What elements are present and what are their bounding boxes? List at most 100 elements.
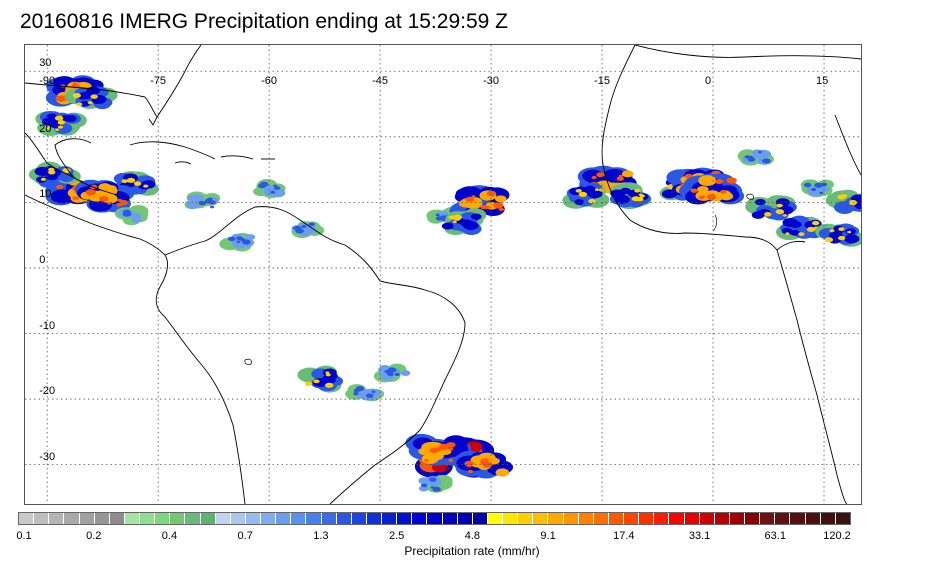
precipitation-patch — [700, 195, 706, 198]
precipitation-patch — [313, 379, 320, 384]
colorbar-cell — [714, 513, 730, 524]
colorbar-cell — [336, 513, 352, 524]
colorbar-cell — [669, 513, 685, 524]
colorbar-cell — [699, 513, 715, 524]
colorbar-cell — [19, 513, 35, 524]
latitude-label: 20 — [39, 122, 52, 135]
precipitation-patch — [782, 214, 787, 217]
precipitation-patch — [812, 220, 820, 226]
coastline-red-sea-hint — [834, 114, 861, 176]
precipitation-patch — [445, 466, 451, 470]
colorbar-cell — [805, 513, 821, 524]
precipitation-patch — [440, 215, 446, 219]
colorbar-cell — [518, 513, 534, 524]
map-title: 20160816 IMERG Precipitation ending at 1… — [20, 10, 508, 33]
precipitation-patch — [236, 240, 241, 243]
coastline-hispaniola — [220, 155, 254, 160]
colorbar-tick-label: 1.3 — [313, 530, 329, 542]
precipitation-patch — [40, 177, 47, 181]
precipitation-patch — [270, 190, 276, 194]
precipitation-patch — [79, 100, 90, 107]
precipitation-patch — [125, 213, 130, 216]
precipitation-patch — [72, 92, 82, 99]
precipitation-patch — [394, 372, 400, 377]
precipitation-patch — [492, 202, 504, 209]
precipitation-patch — [618, 174, 623, 178]
longitude-label: -75 — [150, 75, 167, 88]
precipitation-patch — [588, 198, 596, 204]
precipitation-patch — [596, 172, 605, 178]
precipitation-patch — [186, 201, 200, 210]
colorbar-cell — [790, 513, 806, 524]
precipitation-patch — [116, 202, 123, 207]
precipitation-patch — [814, 182, 823, 188]
precipitation-patch — [257, 183, 266, 189]
lake-chad — [746, 193, 754, 200]
colorbar-cell — [427, 513, 443, 524]
latitude-label: 10 — [39, 188, 52, 201]
precipitation-patch — [634, 188, 641, 193]
precipitation-patch — [839, 197, 844, 200]
colorbar-cell — [382, 513, 398, 524]
precipitation-patch — [470, 213, 482, 220]
colorbar — [18, 512, 851, 525]
colorbar-cell — [321, 513, 337, 524]
precipitation-patch — [131, 216, 142, 223]
coastlines — [25, 45, 861, 504]
lake-titicaca — [244, 358, 252, 365]
precipitation-layer — [28, 75, 861, 493]
precipitation-patch — [480, 458, 487, 463]
precipitation-patch — [58, 172, 75, 182]
colorbar-cell — [503, 513, 519, 524]
precipitation-patch — [72, 82, 77, 85]
precipitation-patch — [806, 226, 816, 232]
precipitation-patch — [134, 181, 139, 185]
longitude-labels: -90 -75 -60 -45 -30 -15 0 15 — [25, 45, 861, 504]
precipitation-patch — [778, 210, 785, 214]
coastline-sa-north — [164, 206, 381, 282]
precipitation-patch — [807, 188, 820, 196]
colorbar-cell — [563, 513, 579, 524]
precipitation-patch — [379, 364, 391, 372]
longitude-label: -15 — [594, 75, 610, 88]
colorbar-tick-label: 0.2 — [86, 530, 102, 542]
precipitation-patch — [304, 381, 313, 386]
precipitation-patch — [418, 485, 429, 492]
colorbar-tick-label: 0.1 — [16, 530, 32, 542]
colorbar-cell — [124, 513, 140, 524]
colorbar-cell — [291, 513, 307, 524]
coastline-yucatan — [54, 138, 92, 178]
precipitation-patch — [803, 182, 812, 188]
precipitation-patch — [121, 179, 128, 184]
coastline-africa-west — [601, 45, 778, 251]
colorbar-cell — [261, 513, 277, 524]
precipitation-patch — [578, 191, 588, 198]
precipitation-patch — [726, 177, 737, 184]
precipitation-patch — [498, 207, 505, 211]
colorbar-cell — [442, 513, 458, 524]
precipitation-patch — [844, 234, 860, 244]
precipitation-patch — [307, 227, 318, 234]
coastline-central-america — [25, 194, 166, 256]
coastline-africa-south-west — [776, 249, 848, 504]
longitude-label: -45 — [372, 75, 389, 88]
precipitation-patch — [400, 370, 411, 376]
precipitation-patch — [245, 234, 256, 240]
colorbar-cell — [472, 513, 488, 524]
precipitation-patch — [636, 196, 644, 202]
precipitation-patch — [384, 370, 389, 373]
precipitation-patch — [63, 168, 68, 171]
coastline-sa-west — [155, 254, 246, 504]
precipitation-patch — [99, 196, 109, 202]
longitude-label: 15 — [816, 75, 829, 88]
coastline-jamaica — [174, 161, 192, 165]
precipitation-patch — [706, 194, 717, 200]
longitude-label: -30 — [483, 75, 499, 88]
precipitation-patch — [424, 459, 429, 462]
precipitation-patch — [448, 447, 454, 451]
colorbar-cell — [775, 513, 791, 524]
precipitation-patch — [85, 189, 96, 196]
colorbar-cell — [729, 513, 745, 524]
precipitation-patch — [819, 186, 830, 193]
precipitation-patch — [57, 120, 66, 125]
